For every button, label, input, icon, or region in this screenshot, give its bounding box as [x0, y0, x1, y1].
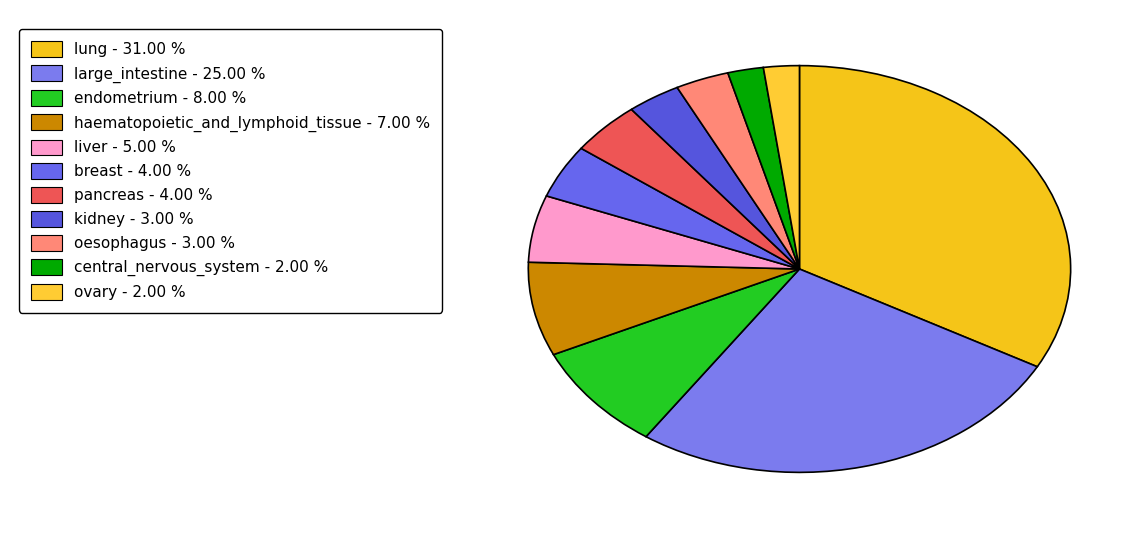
- Wedge shape: [553, 269, 799, 437]
- Wedge shape: [728, 67, 799, 269]
- Wedge shape: [632, 88, 799, 269]
- Wedge shape: [547, 148, 799, 269]
- Wedge shape: [528, 196, 799, 269]
- Legend: lung - 31.00 %, large_intestine - 25.00 %, endometrium - 8.00 %, haematopoietic_: lung - 31.00 %, large_intestine - 25.00 …: [19, 29, 442, 313]
- Wedge shape: [646, 269, 1038, 472]
- Wedge shape: [763, 66, 799, 269]
- Wedge shape: [799, 66, 1070, 367]
- Wedge shape: [528, 262, 799, 355]
- Wedge shape: [677, 73, 799, 269]
- Wedge shape: [581, 109, 799, 269]
